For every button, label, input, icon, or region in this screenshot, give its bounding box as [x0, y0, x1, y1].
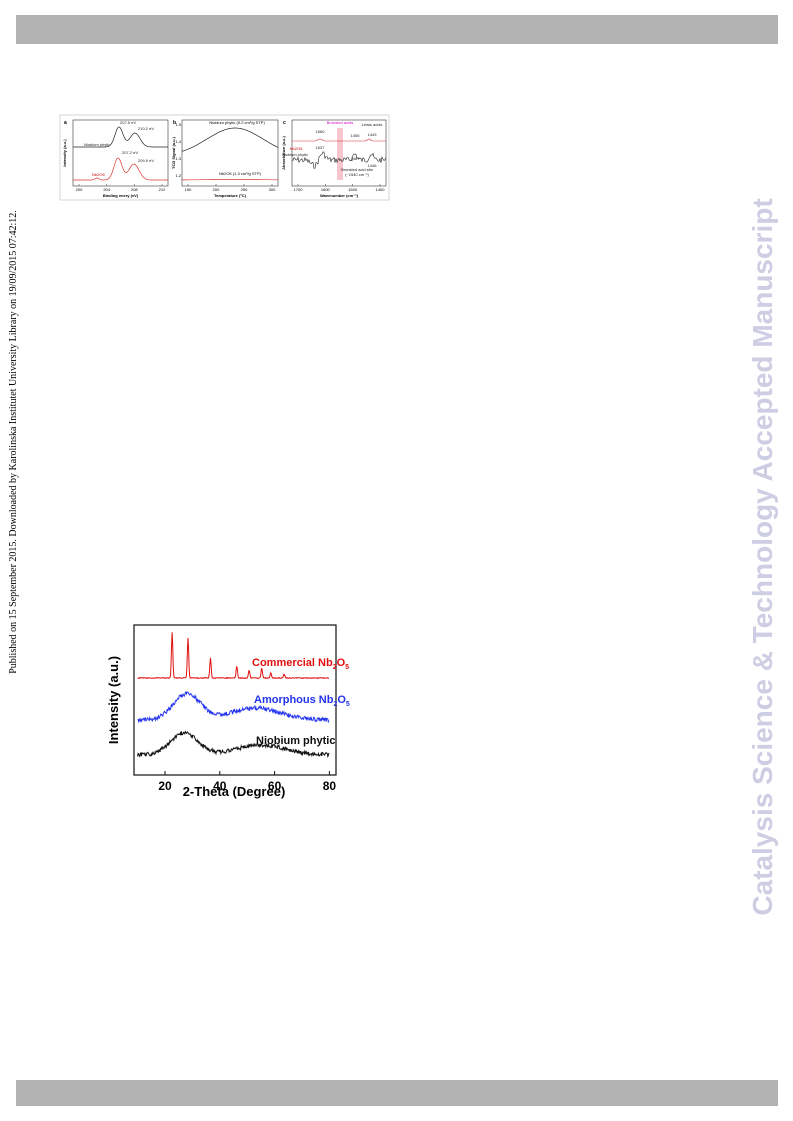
panel-label: b [173, 120, 176, 126]
label-part: Niobium phytic [256, 735, 335, 747]
x-axis-label: Wavenumber (cm⁻¹) [320, 193, 359, 198]
annotation: 207.5 eV [120, 120, 136, 125]
annotation: 210.2 eV [138, 126, 154, 131]
y-tick-label: 1.3 [175, 156, 181, 161]
curve [137, 730, 330, 758]
annotation: 1443 [368, 132, 378, 137]
curve [73, 126, 168, 148]
label-part: 2 [333, 664, 337, 671]
figure-2: 20 40 60 80 2-Theta (Degree) Intensity (a.u.)… [106, 624, 350, 799]
x-tick-label: 1600 [321, 187, 331, 192]
header-bar [16, 15, 778, 44]
curve [137, 632, 329, 680]
annotation: Niobium phytic (9.2 cm³/g STP) [209, 120, 265, 125]
curve [292, 138, 386, 142]
x-tick-label: 60 [268, 779, 282, 793]
x-tick-label: 212 [159, 187, 166, 192]
curve [137, 690, 330, 724]
y-axis-label: Absorbance (a.u.) [281, 135, 286, 169]
highlight [337, 128, 343, 180]
annotation: Nb2O5 (1.3 cm³/g STP) [219, 171, 262, 176]
annotation: Nb2O5 [92, 172, 105, 177]
plot-frame [72, 119, 169, 187]
x-tick-label: 1400 [376, 187, 386, 192]
x-tick-label: 150 [185, 187, 192, 192]
annotation: Niobium phytic [84, 142, 110, 147]
annotation: 1446 [368, 163, 378, 168]
annotation: Bronsted acid site [341, 167, 374, 172]
annotation: 1637 [316, 145, 326, 150]
x-axis-label: Temperature (ºC) [214, 193, 247, 198]
panel-label: c [283, 120, 286, 126]
annotation: 209.9 eV [138, 158, 154, 163]
watermark: Catalysis Science & Technology Accepted … [747, 198, 778, 915]
curve [181, 127, 279, 152]
annotation: 1660 [316, 129, 326, 134]
y-axis-label: Intensity (a.u.) [106, 656, 121, 744]
y-tick-label: 1.5 [175, 122, 181, 127]
label-part: Commercial Nb [252, 657, 333, 669]
x-tick-label: 200 [76, 187, 83, 192]
y-tick-label: 1.2 [175, 173, 181, 178]
series-label: Amorphous Nb2O5 [254, 694, 350, 708]
plot-frame [291, 119, 387, 187]
x-tick-label: 200 [213, 187, 220, 192]
x-tick-label: 1500 [348, 187, 358, 192]
annotation: 1487 [351, 156, 361, 161]
footer-bar [16, 1080, 778, 1106]
label-part: Amorphous Nb [254, 694, 334, 706]
annotation: 1455 [351, 133, 361, 138]
series-label: Niobium phytic [256, 735, 335, 747]
annotation: (~1540 cm⁻¹) [345, 172, 369, 177]
x-tick-label: 300 [269, 187, 276, 192]
curve [291, 151, 387, 169]
annotation: Lewis acids [362, 122, 383, 127]
x-tick-label: 80 [323, 779, 337, 793]
figure-1: a Intensity (a.u.) Binding enery (eV) 200 20… [59, 114, 390, 201]
side-note: Published on 15 September 2015. Download… [8, 210, 19, 674]
series-label: Commercial Nb2O5 [252, 657, 349, 671]
annotation: Nb2O5 [290, 146, 303, 151]
x-axis-label: 2-Theta (Degree) [183, 784, 286, 799]
x-tick-label: 40 [213, 779, 227, 793]
x-tick-label: 1700 [294, 187, 304, 192]
label-part: 5 [346, 701, 350, 708]
x-tick-label: 204 [103, 187, 110, 192]
annotation: 207.2 eV [122, 150, 138, 155]
x-tick-label: 250 [241, 187, 248, 192]
y-tick-label: 1.4 [175, 139, 181, 144]
label-part: O [337, 694, 346, 706]
plot-frame [181, 119, 279, 187]
panel-label: a [64, 120, 67, 126]
y-axis-label: Intensity (a.u.) [62, 139, 67, 167]
x-axis-label: Binding enery (eV) [103, 193, 139, 198]
x-tick-label: 208 [131, 187, 138, 192]
x-tick-label: 20 [158, 779, 172, 793]
annotation: Niobium phytic [282, 152, 308, 157]
label-part: O [337, 657, 346, 669]
label-part: 5 [345, 664, 349, 671]
plot-frame [133, 624, 337, 776]
y-axis-label: TCD Signal (a.u.) [171, 136, 176, 169]
annotation: Bronsted acids [327, 120, 353, 125]
label-part: 2 [333, 701, 337, 708]
curve [73, 157, 168, 181]
